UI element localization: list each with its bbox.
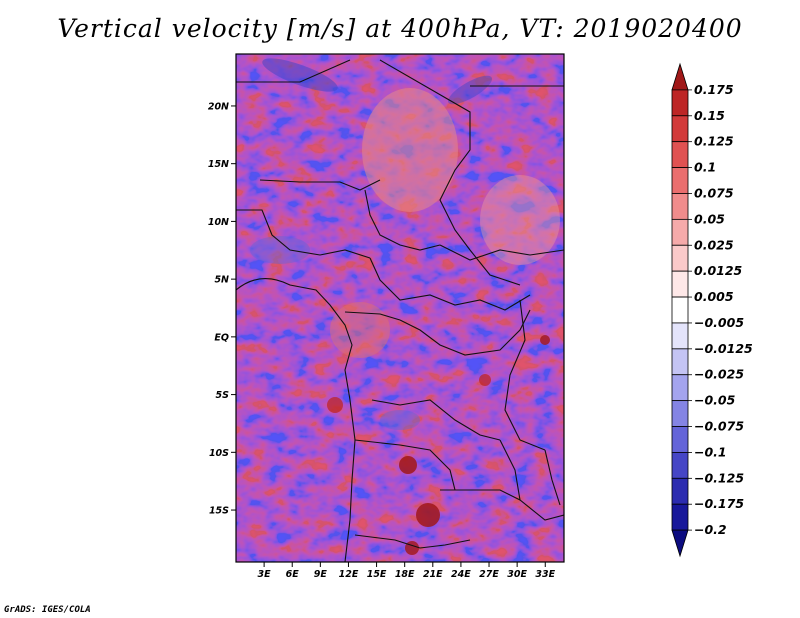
lon-tick-label: 12E bbox=[339, 569, 359, 580]
colorbar-bin bbox=[671, 477, 689, 505]
colorbar-label: −0.075 bbox=[694, 419, 744, 434]
subsidence-streak bbox=[447, 75, 493, 105]
lon-tick-label: 18E bbox=[395, 569, 415, 580]
colorbar-bin bbox=[671, 193, 689, 220]
colorbar-bin bbox=[671, 348, 689, 376]
colorbar-label: −0.025 bbox=[694, 367, 744, 382]
lat-tick-label: EQ bbox=[214, 332, 229, 343]
lon-tick-label: 30E bbox=[507, 569, 527, 580]
lat-tick-label: 15N bbox=[208, 159, 229, 170]
lat-tick-label: 5S bbox=[216, 390, 230, 401]
ascent-band-north bbox=[362, 88, 458, 212]
convective-core bbox=[405, 541, 419, 555]
ascent-band-east bbox=[480, 175, 560, 265]
subsidence-streak bbox=[250, 236, 310, 264]
colorbar-label: 0.125 bbox=[694, 134, 734, 149]
colorbar: 0.175 0.15 0.125 0.1 0.075 0.05 0.025 0.0125 0.0… bbox=[671, 62, 753, 558]
convective-core bbox=[540, 335, 550, 345]
colorbar-bin bbox=[671, 426, 689, 453]
chart-title: Vertical velocity [m/s] at 400hPa, VT: 2… bbox=[57, 14, 743, 43]
colorbar-label: 0.075 bbox=[694, 185, 734, 200]
colorbar-label: −0.0125 bbox=[694, 341, 753, 356]
convective-core bbox=[399, 456, 417, 474]
ascent-congo bbox=[330, 302, 390, 358]
colorbar-bin bbox=[671, 167, 689, 194]
lon-tick-label: 15E bbox=[367, 569, 387, 580]
colorbar-bin bbox=[671, 89, 689, 117]
colorbar-label: 0.1 bbox=[694, 160, 716, 175]
colorbar-bin bbox=[671, 62, 689, 91]
colorbar-bin bbox=[671, 400, 689, 427]
colorbar-bin bbox=[671, 452, 689, 479]
colorbar-bin bbox=[671, 374, 689, 402]
colorbar-bin bbox=[671, 296, 689, 324]
colorbar-bin bbox=[671, 503, 689, 531]
lat-tick-label: 5N bbox=[214, 275, 229, 286]
colorbar-label: 0.0125 bbox=[694, 263, 743, 278]
lat-tick-label: 10N bbox=[208, 217, 229, 228]
convective-core bbox=[479, 374, 491, 386]
colorbar-bin bbox=[671, 244, 689, 272]
vertical-velocity-field bbox=[236, 54, 564, 562]
lon-tick-label: 3E bbox=[258, 569, 272, 580]
lon-tick-label: 33E bbox=[535, 569, 555, 580]
lon-tick-label: 6E bbox=[286, 569, 300, 580]
lat-tick-label: 10S bbox=[209, 448, 229, 459]
colorbar-bin bbox=[671, 218, 689, 246]
colorbar-label: −0.005 bbox=[694, 315, 744, 330]
lat-tick-label: 20N bbox=[208, 101, 229, 112]
colorbar-label: −0.125 bbox=[694, 470, 744, 485]
colorbar-label: 0.15 bbox=[694, 108, 725, 123]
colorbar-label: −0.2 bbox=[694, 522, 727, 537]
lon-tick-label: 21E bbox=[423, 569, 443, 580]
colorbar-label: −0.175 bbox=[694, 496, 744, 511]
lat-tick-label: 15S bbox=[209, 506, 229, 517]
colorbar-bin bbox=[671, 115, 689, 143]
map-frame bbox=[235, 53, 565, 563]
colorbar-label: 0.025 bbox=[694, 237, 734, 252]
colorbar-bin bbox=[671, 529, 689, 558]
grads-credit: GrADS: IGES/COLA bbox=[4, 605, 91, 615]
colorbar-label: 0.05 bbox=[694, 211, 725, 226]
subsidence-streak bbox=[380, 410, 420, 430]
colorbar-label: 0.005 bbox=[694, 289, 734, 304]
country-boundaries bbox=[236, 59, 564, 562]
colorbar-bin bbox=[671, 322, 689, 350]
lon-tick-label: 9E bbox=[314, 569, 328, 580]
longitude-axis: 3E 6E 9E 12E 15E 18E 21E 24E 27E 30E 33E bbox=[258, 562, 556, 580]
lon-tick-label: 24E bbox=[451, 569, 471, 580]
convective-core bbox=[327, 397, 343, 413]
colorbar-bin bbox=[671, 270, 689, 298]
convective-core bbox=[416, 503, 440, 527]
colorbar-label: −0.1 bbox=[694, 444, 727, 459]
colorbar-label: −0.05 bbox=[694, 393, 736, 408]
lon-tick-label: 27E bbox=[479, 569, 499, 580]
subsidence-streak bbox=[262, 58, 338, 92]
latitude-axis: 20N 15N 10N 5N EQ 5S 10S 15S bbox=[208, 101, 236, 517]
colorbar-label: 0.175 bbox=[694, 82, 734, 97]
colorbar-bin bbox=[671, 141, 689, 168]
